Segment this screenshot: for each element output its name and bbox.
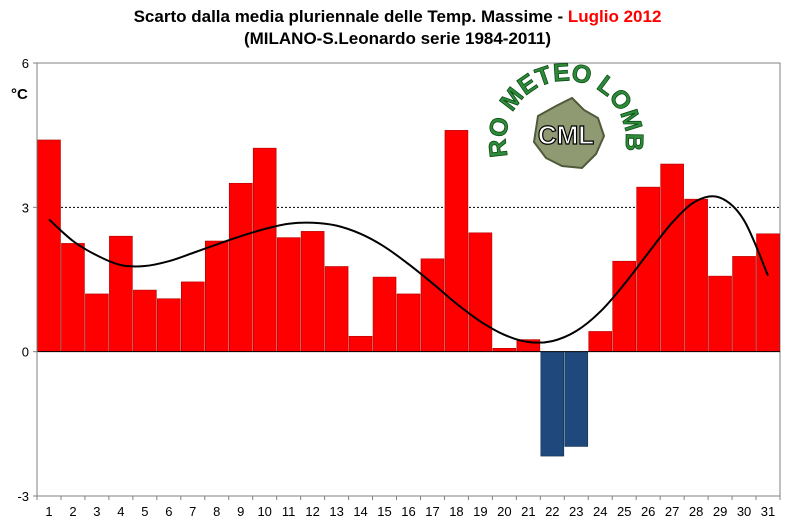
bar-27 bbox=[660, 163, 684, 352]
x-tick-label-15: 15 bbox=[377, 504, 391, 519]
x-tick-label-11: 11 bbox=[282, 504, 296, 519]
x-tick-label-10: 10 bbox=[257, 504, 271, 519]
x-tick-label-21: 21 bbox=[521, 504, 535, 519]
x-tick-label-8: 8 bbox=[213, 504, 220, 519]
x-tick-label-30: 30 bbox=[737, 504, 751, 519]
x-tick-label-17: 17 bbox=[425, 504, 439, 519]
bar-24 bbox=[588, 331, 613, 352]
trend-line bbox=[48, 195, 769, 344]
x-tick-label-4: 4 bbox=[117, 504, 124, 519]
y-tick-label-3: 3 bbox=[22, 200, 29, 215]
bar-23 bbox=[564, 351, 589, 447]
y-tick-label--3: -3 bbox=[17, 489, 29, 504]
x-tick-label-7: 7 bbox=[189, 504, 196, 519]
bar-4 bbox=[109, 235, 133, 352]
x-tick-label-26: 26 bbox=[641, 504, 655, 519]
bar-7 bbox=[181, 281, 205, 352]
x-tick-label-27: 27 bbox=[665, 504, 679, 519]
chart-subtitle: (MILANO-S.Leonardo serie 1984-2011) bbox=[243, 29, 552, 48]
bar-20 bbox=[492, 347, 517, 352]
bar-10 bbox=[252, 147, 277, 352]
bar-22 bbox=[540, 351, 565, 457]
bar-29 bbox=[708, 275, 732, 352]
x-tick-label-20: 20 bbox=[497, 504, 511, 519]
bar-12 bbox=[300, 231, 325, 352]
bar-30 bbox=[732, 256, 756, 352]
logo-center-text: CML bbox=[538, 120, 594, 150]
x-tick-label-9: 9 bbox=[237, 504, 244, 519]
x-tick-label-14: 14 bbox=[353, 504, 367, 519]
y-tick-label-0: 0 bbox=[22, 345, 29, 360]
bar-13 bbox=[324, 266, 349, 352]
bar-15 bbox=[372, 276, 397, 352]
x-tick-label-25: 25 bbox=[617, 504, 631, 519]
y-tick-label-6: 6 bbox=[22, 56, 29, 71]
x-tick-label-31: 31 bbox=[761, 504, 775, 519]
x-tick-label-13: 13 bbox=[329, 504, 343, 519]
x-tick-label-22: 22 bbox=[545, 504, 559, 519]
bar-17 bbox=[420, 258, 445, 352]
x-tick-label-1: 1 bbox=[45, 504, 52, 519]
bar-28 bbox=[684, 198, 708, 352]
x-tick-label-18: 18 bbox=[449, 504, 463, 519]
x-tick-label-16: 16 bbox=[401, 504, 415, 519]
x-tick-label-6: 6 bbox=[165, 504, 172, 519]
bar-6 bbox=[157, 298, 181, 352]
chart-title-main: Scarto dalla media pluriennale delle Tem… bbox=[133, 7, 568, 26]
x-tick-label-29: 29 bbox=[713, 504, 727, 519]
x-tick-label-28: 28 bbox=[689, 504, 703, 519]
bar-14 bbox=[348, 335, 373, 352]
bar-9 bbox=[228, 182, 253, 352]
x-tick-label-24: 24 bbox=[593, 504, 607, 519]
chart-title-highlight: Luglio 2012 bbox=[567, 7, 662, 26]
x-tick-label-2: 2 bbox=[69, 504, 76, 519]
bar-1 bbox=[37, 139, 61, 352]
bar-16 bbox=[396, 293, 421, 352]
cml-logo: CENTRO METEO LOMBARDO CML bbox=[486, 58, 646, 170]
x-tick-label-12: 12 bbox=[305, 504, 319, 519]
bar-31 bbox=[756, 233, 780, 352]
x-tick-label-3: 3 bbox=[93, 504, 100, 519]
lombardy-map-shape bbox=[532, 96, 606, 170]
y-axis-unit: °C bbox=[11, 86, 28, 103]
bar-3 bbox=[85, 293, 109, 352]
bar-11 bbox=[276, 237, 301, 352]
chart-title: Scarto dalla media pluriennale delle Tem… bbox=[0, 6, 795, 27]
bar-8 bbox=[204, 240, 229, 352]
x-tick-label-19: 19 bbox=[473, 504, 487, 519]
bar-18 bbox=[444, 130, 469, 352]
x-tick-label-23: 23 bbox=[569, 504, 583, 519]
bar-2 bbox=[61, 243, 85, 352]
x-tick-label-5: 5 bbox=[141, 504, 148, 519]
bar-19 bbox=[468, 232, 493, 352]
bar-5 bbox=[133, 289, 157, 352]
